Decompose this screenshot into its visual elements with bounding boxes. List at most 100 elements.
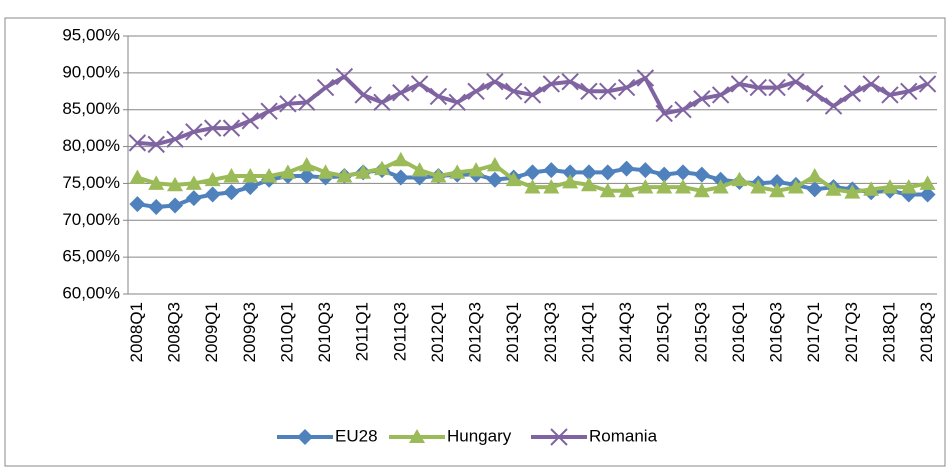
marker bbox=[675, 164, 692, 181]
marker bbox=[617, 78, 636, 97]
marker bbox=[844, 184, 861, 199]
x-tick-label: 2008Q3 bbox=[165, 302, 184, 363]
marker bbox=[392, 169, 409, 186]
marker bbox=[373, 93, 391, 112]
legend-marker bbox=[297, 429, 313, 445]
marker bbox=[750, 179, 767, 194]
marker bbox=[674, 101, 692, 119]
marker bbox=[185, 175, 202, 190]
marker bbox=[919, 186, 936, 203]
marker bbox=[562, 164, 579, 181]
marker bbox=[129, 169, 146, 184]
legend-marker bbox=[409, 429, 425, 443]
x-tick-label: 2015Q3 bbox=[691, 302, 710, 363]
marker bbox=[524, 164, 541, 181]
marker bbox=[410, 75, 429, 93]
marker bbox=[749, 78, 767, 97]
marker bbox=[637, 179, 654, 194]
y-tick-label: 70,00% bbox=[62, 210, 120, 229]
marker bbox=[599, 182, 616, 198]
marker bbox=[242, 168, 259, 183]
marker bbox=[637, 162, 654, 179]
marker bbox=[919, 175, 936, 190]
x-tick-label: 2011Q3 bbox=[390, 302, 409, 361]
x-tick-label: 2014Q1 bbox=[578, 302, 597, 363]
y-tick-label: 75,00% bbox=[62, 173, 120, 192]
marker bbox=[129, 196, 146, 213]
x-tick-label: 2012Q1 bbox=[428, 302, 447, 363]
marker bbox=[167, 176, 184, 192]
marker bbox=[824, 97, 843, 115]
marker bbox=[730, 75, 749, 93]
marker bbox=[806, 168, 823, 183]
marker bbox=[655, 104, 673, 123]
y-tick-label: 60,00% bbox=[62, 283, 120, 302]
marker bbox=[656, 179, 673, 194]
x-tick-label: 2015Q1 bbox=[654, 302, 673, 363]
marker bbox=[185, 123, 203, 141]
marker bbox=[354, 86, 372, 104]
marker bbox=[580, 164, 597, 181]
marker bbox=[881, 86, 899, 104]
x-tick-label: 2012Q3 bbox=[466, 302, 485, 363]
x-tick-label: 2018Q3 bbox=[917, 302, 936, 363]
marker bbox=[279, 164, 296, 179]
marker bbox=[449, 164, 466, 179]
marker bbox=[298, 93, 316, 112]
marker bbox=[204, 171, 221, 187]
marker bbox=[468, 162, 485, 177]
marker bbox=[693, 166, 710, 183]
x-tick-label: 2017Q3 bbox=[842, 302, 861, 363]
marker bbox=[448, 93, 466, 112]
marker bbox=[504, 82, 523, 100]
marker bbox=[618, 160, 635, 177]
marker bbox=[918, 75, 937, 93]
marker bbox=[298, 157, 315, 172]
x-tick-label: 2016Q1 bbox=[729, 302, 748, 363]
marker bbox=[769, 173, 786, 190]
marker bbox=[411, 162, 428, 177]
marker bbox=[618, 182, 635, 198]
y-tick-label: 65,00% bbox=[62, 247, 120, 266]
legend-label: EU28 bbox=[335, 426, 378, 445]
marker bbox=[392, 84, 410, 102]
marker bbox=[505, 171, 522, 187]
marker bbox=[599, 164, 616, 181]
marker bbox=[900, 82, 918, 100]
marker bbox=[204, 186, 221, 203]
marker bbox=[900, 179, 917, 194]
marker bbox=[862, 75, 880, 93]
marker bbox=[524, 179, 541, 194]
legend-label: Hungary bbox=[447, 426, 512, 445]
marker bbox=[261, 168, 278, 183]
marker bbox=[148, 199, 165, 216]
marker bbox=[693, 89, 711, 108]
marker bbox=[260, 102, 278, 120]
marker bbox=[562, 173, 579, 189]
marker bbox=[486, 72, 504, 91]
marker bbox=[768, 78, 786, 97]
x-tick-label: 2018Q1 bbox=[879, 302, 898, 363]
x-tick-label: 2013Q1 bbox=[503, 302, 522, 363]
marker bbox=[806, 84, 824, 103]
marker bbox=[787, 179, 804, 194]
marker bbox=[128, 134, 147, 152]
x-tick-label: 2011Q1 bbox=[353, 302, 372, 361]
marker bbox=[167, 197, 184, 214]
y-tick-label: 90,00% bbox=[62, 62, 120, 81]
marker bbox=[599, 82, 617, 100]
marker bbox=[147, 135, 165, 154]
x-tick-label: 2013Q3 bbox=[541, 302, 560, 363]
marker bbox=[656, 166, 673, 183]
x-tick-label: 2017Q1 bbox=[804, 302, 823, 363]
y-tick-label: 95,00% bbox=[62, 25, 120, 44]
x-tick-label: 2010Q1 bbox=[277, 302, 296, 363]
x-tick-label: 2009Q1 bbox=[202, 302, 221, 363]
x-tick-label: 2009Q3 bbox=[240, 302, 259, 363]
legend-marker bbox=[550, 428, 568, 446]
legend-label: Romania bbox=[589, 426, 658, 445]
y-tick-label: 80,00% bbox=[62, 136, 120, 155]
x-tick-label: 2016Q3 bbox=[767, 302, 786, 363]
marker bbox=[241, 112, 259, 130]
